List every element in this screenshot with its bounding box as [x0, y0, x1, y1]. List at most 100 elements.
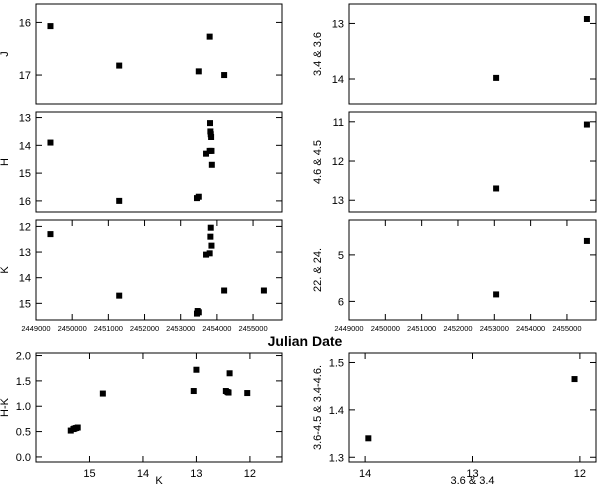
data-point: [583, 121, 590, 128]
x-tick-label: 2449000: [334, 324, 363, 333]
plot-frame: [35, 3, 283, 105]
x-tick-label: 14: [137, 468, 149, 480]
y-tick-label: 16: [19, 196, 31, 208]
y-tick-label: 13: [19, 247, 31, 259]
y-tick-label: 13: [332, 195, 344, 207]
panel-w56: 5 6 2449000 2450000 2451000 2452000 2453000 245…: [312, 219, 597, 333]
y-tick-label: 14: [19, 273, 31, 285]
y-axis-label: K: [0, 266, 11, 274]
data-point: [195, 309, 202, 316]
data-point: [47, 23, 54, 30]
x-axis-label: K: [155, 475, 163, 487]
y-tick-label: 17: [19, 70, 31, 82]
data-point: [221, 72, 228, 79]
x-tick-label: 2455000: [238, 324, 267, 333]
y-axis-label: 22. & 24.: [312, 248, 324, 292]
x-tick-label: 2451000: [407, 324, 436, 333]
data-point: [195, 68, 202, 75]
plot-frame: [348, 111, 597, 213]
x-tick-label: 13: [466, 468, 478, 480]
y-tick-label: 13: [332, 18, 344, 30]
data-point: [116, 197, 123, 204]
y-tick-label: 5: [338, 250, 344, 262]
panel-w34: 11 12 13 4.6 & 4.5: [312, 111, 597, 213]
x-tick-label: 2450000: [371, 324, 400, 333]
panel-hk: 0.0 0.5 1.0 1.5 2.0 15 14 13 12 H-K K: [0, 351, 283, 487]
x-tick-label: 2455000: [552, 324, 581, 333]
data-point: [195, 193, 202, 200]
y-axis-label: H: [0, 158, 11, 166]
x-tick-label: 2450000: [58, 324, 87, 333]
data-point: [571, 376, 578, 383]
data-point: [208, 134, 215, 140]
data-point: [260, 287, 267, 294]
x-tick-label: 13: [190, 468, 202, 480]
data-point: [221, 287, 228, 294]
y-axis-label: 3.6-4.5 & 3.4-4.6.: [312, 365, 324, 450]
y-tick-label: 2.0: [16, 351, 31, 363]
data-point: [74, 424, 81, 431]
x-tick-label: 12: [574, 468, 586, 480]
y-axis-label: H-K: [0, 397, 11, 417]
x-tick-label: 2452000: [130, 324, 159, 333]
panel-wc: 1.3 1.4 1.5 14 13 12 3.6-4.5 & 3.4-4.6. 3.6 & 3…: [312, 352, 597, 487]
y-tick-label: 13: [19, 113, 31, 125]
x-tick-label: 15: [83, 468, 95, 480]
plot-frame: [35, 352, 283, 463]
x-tick-label: 2452000: [443, 324, 472, 333]
data-point: [207, 233, 214, 240]
y-axis-label: 3.4 & 3.6: [312, 32, 324, 76]
panel-h: 13 14 15 16 H: [0, 111, 283, 213]
y-tick-label: 16: [19, 17, 31, 29]
x-tick-label: 2453000: [166, 324, 195, 333]
panel-j: 16 17 J: [0, 3, 283, 105]
y-tick-label: 15: [19, 298, 31, 310]
data-point: [583, 237, 590, 244]
plot-frame: [348, 352, 597, 463]
y-tick-label: 11: [333, 117, 344, 129]
y-tick-label: 1.3: [329, 452, 344, 464]
data-point: [493, 74, 500, 81]
data-point: [493, 291, 500, 298]
data-point: [583, 16, 590, 22]
data-point: [203, 150, 210, 157]
data-point: [493, 185, 500, 192]
data-point: [116, 292, 123, 299]
y-tick-label: 12: [332, 156, 344, 168]
data-point: [99, 390, 106, 397]
x-axis-label: 3.6 & 3.4: [450, 475, 494, 487]
julian-date-axis-label: Julian Date: [268, 333, 343, 349]
y-axis-label: J: [0, 51, 11, 57]
x-tick-label: 2449000: [21, 324, 50, 333]
plot-frame: [348, 3, 597, 105]
plot-frame: [35, 219, 283, 321]
y-tick-label: 0.0: [16, 452, 31, 464]
data-point: [47, 231, 54, 238]
data-point: [206, 250, 213, 257]
plot-frame: [348, 219, 597, 321]
y-tick-label: 0.5: [16, 427, 31, 439]
y-tick-label: 15: [19, 168, 31, 180]
y-tick-label: 1.5: [329, 357, 344, 369]
data-point: [208, 147, 215, 154]
x-tick-label: 12: [244, 468, 256, 480]
y-tick-label: 12: [19, 221, 31, 233]
data-point: [190, 388, 197, 395]
x-tick-label: 2451000: [94, 324, 123, 333]
y-axis-label: 4.6 & 4.5: [312, 140, 324, 184]
plot-frame: [35, 111, 283, 213]
y-tick-label: 14: [332, 74, 344, 86]
y-tick-label: 1.5: [16, 376, 31, 388]
data-point: [206, 33, 213, 40]
panel-w12: 13 14 3.4 & 3.6: [312, 3, 597, 105]
y-tick-label: 1.4: [329, 405, 344, 417]
panel-k: 12 13 14 15 2449000 2450000 2451000 2452000 2453…: [0, 219, 283, 333]
x-tick-label: 14: [359, 468, 371, 480]
y-tick-label: 14: [19, 140, 31, 152]
x-tick-label: 2454000: [202, 324, 231, 333]
data-point: [225, 389, 232, 396]
x-tick-label: 2454000: [516, 324, 545, 333]
data-point: [193, 366, 200, 373]
data-point: [226, 370, 233, 377]
